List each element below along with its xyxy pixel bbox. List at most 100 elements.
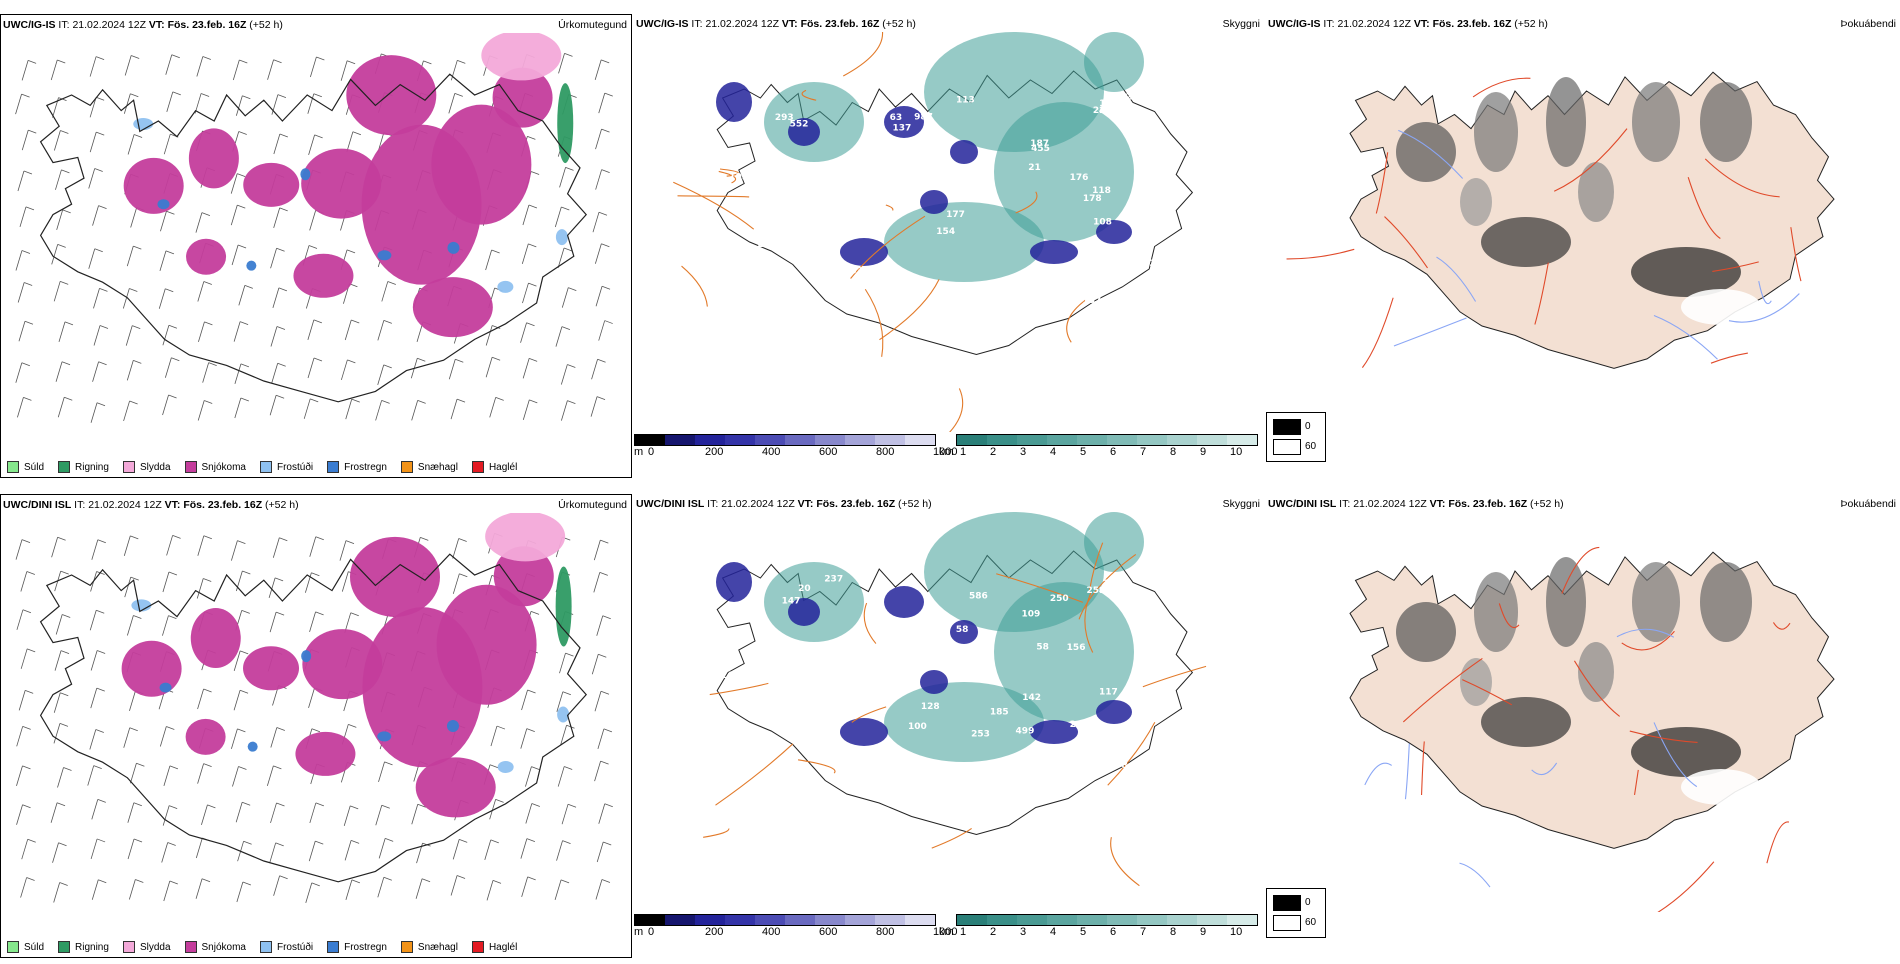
wind-barb-flag xyxy=(311,728,321,733)
wind-barb-flag xyxy=(95,729,104,733)
ceiling-area xyxy=(840,718,888,746)
wind-barb-flag xyxy=(133,245,142,250)
wind-barb-flag xyxy=(23,170,33,175)
ceiling-tick-label: 800 xyxy=(876,926,895,938)
wind-barb xyxy=(411,400,419,421)
visibility-unit: km xyxy=(939,446,954,458)
wind-barb-flag xyxy=(563,247,573,252)
wind-barb xyxy=(126,246,134,267)
wind-barb-flag xyxy=(95,56,105,60)
ceiling-area xyxy=(788,118,820,146)
road xyxy=(703,828,730,838)
wind-barb xyxy=(595,128,602,150)
variable-name: Skyggni xyxy=(1222,18,1260,30)
wind-barb xyxy=(596,615,604,636)
it-value: 21.02.2024 12Z xyxy=(72,19,146,31)
terrain-line xyxy=(1462,679,1513,706)
fog-index-area xyxy=(1631,727,1741,777)
wind-barb-flag xyxy=(596,396,606,401)
road xyxy=(1015,191,1038,214)
wind-barb-flag xyxy=(604,92,613,97)
variable-name: Úrkomutegund xyxy=(558,499,627,511)
precip-legend-label: Snjókoma xyxy=(201,941,246,953)
terrain-line xyxy=(1472,77,1531,98)
precip-legend-label: Frostregn xyxy=(344,461,387,473)
ceiling-value-label: 57 xyxy=(978,791,991,801)
terrain-line xyxy=(1459,862,1491,888)
visibility-area xyxy=(994,582,1134,722)
visibility-tick-label: 6 xyxy=(1110,446,1117,458)
wind-barb xyxy=(522,399,530,421)
wind-barb-flag xyxy=(315,802,324,807)
fog-index-area xyxy=(1632,562,1680,642)
wind-barb-flag xyxy=(240,363,250,368)
road xyxy=(718,170,737,184)
wind-barb-flag xyxy=(171,54,180,59)
visibility-colorbar-step xyxy=(1137,435,1167,445)
ceiling-value-label: 177 xyxy=(946,210,965,220)
ceiling-value-label: 123 xyxy=(1103,579,1122,589)
wind-barb-flag xyxy=(276,247,285,252)
precip-area xyxy=(415,757,496,818)
wind-barb xyxy=(127,802,135,823)
wind-barb xyxy=(88,248,96,269)
wind-barb-flag xyxy=(136,762,145,767)
terrain-line xyxy=(1790,227,1802,282)
it-label: IT: xyxy=(691,18,703,30)
ceiling-value-label: 20 xyxy=(757,240,770,250)
wind-barb xyxy=(270,248,277,269)
fog-index-area xyxy=(1632,82,1680,162)
ceiling-colorbar-step xyxy=(695,915,725,925)
precip-legend-item: Rigning xyxy=(58,461,109,473)
wind-barb xyxy=(236,881,244,903)
wind-barb-flag xyxy=(526,728,535,732)
ceiling-value-label: 132 xyxy=(952,175,971,185)
ceiling-unit: m xyxy=(634,446,644,458)
wind-barb xyxy=(452,573,460,594)
wind-barb xyxy=(377,364,385,385)
wind-barb-flag xyxy=(347,359,356,364)
wind-barb xyxy=(158,288,166,309)
wind-barb-flag xyxy=(94,248,103,253)
wind-barb-flag xyxy=(243,840,252,845)
ceiling-value-label: 153 xyxy=(844,267,863,277)
fog-index-area xyxy=(1474,92,1518,172)
it-value: 21.02.2024 12Z xyxy=(705,18,779,30)
road xyxy=(797,759,836,774)
precip-legend-swatch xyxy=(122,461,135,473)
wind-barb xyxy=(163,134,171,155)
vt-label: VT: xyxy=(1413,18,1430,30)
visibility-colorbar xyxy=(956,434,1258,446)
wind-barb xyxy=(55,361,63,382)
wind-barb-flag xyxy=(308,245,318,249)
wind-barb-flag xyxy=(314,134,323,139)
wind-barb-flag xyxy=(600,539,609,544)
ceiling-tick-label: 400 xyxy=(762,926,781,938)
wind-barb xyxy=(123,400,130,422)
visibility-colorbar-step xyxy=(1167,915,1197,925)
wind-barb xyxy=(91,879,99,900)
wind-barb xyxy=(341,571,349,592)
precip-area xyxy=(377,731,392,742)
ceiling-tick-label: 200 xyxy=(705,446,724,458)
wind-barb xyxy=(128,879,136,900)
wind-barb xyxy=(378,761,385,783)
wind-barb-flag xyxy=(490,839,499,844)
wind-barb-flag xyxy=(275,842,284,847)
wind-barb xyxy=(21,129,29,151)
ceiling-tick-label: 0 xyxy=(648,926,655,938)
wind-barb xyxy=(267,59,274,80)
wind-barb xyxy=(375,805,383,826)
wind-barb-flag xyxy=(529,399,538,404)
wind-barb-flag xyxy=(492,325,501,329)
wind-barb xyxy=(57,397,65,418)
wind-barb xyxy=(89,729,97,750)
wind-barb xyxy=(521,243,529,264)
wind-barb xyxy=(269,612,277,633)
wind-barb xyxy=(484,839,492,860)
fog-index-map xyxy=(1286,71,1835,369)
terrain-line xyxy=(1498,603,1520,629)
wind-barb-flag xyxy=(99,287,108,292)
road xyxy=(1084,592,1094,653)
ceiling-tick-label: 1000 xyxy=(933,446,958,458)
